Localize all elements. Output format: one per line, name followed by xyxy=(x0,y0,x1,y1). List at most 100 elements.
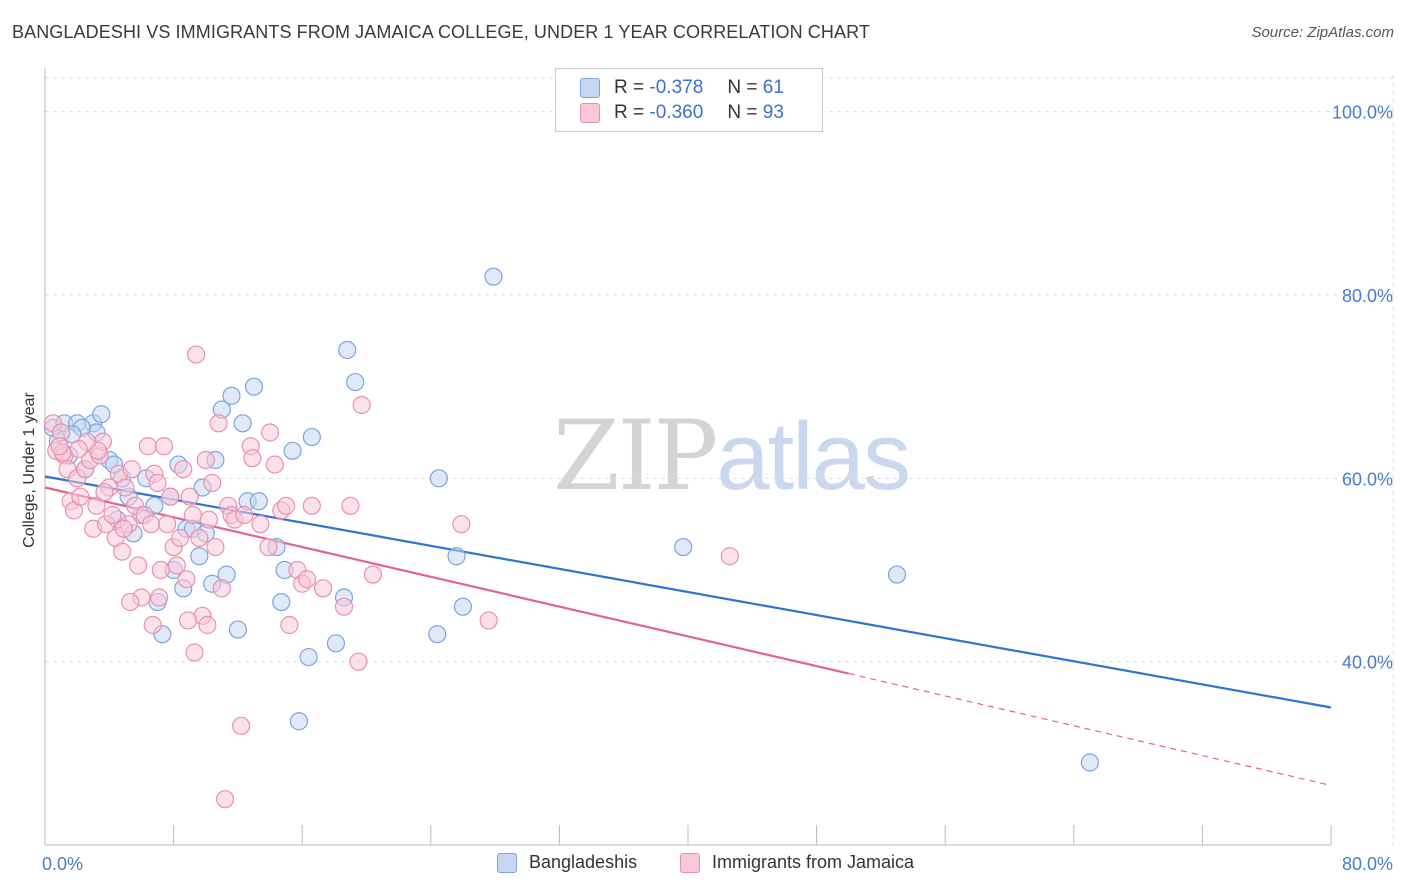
data-point xyxy=(121,592,140,612)
legend-n-label: N = xyxy=(727,77,758,98)
data-point xyxy=(299,647,318,667)
data-point xyxy=(177,570,196,589)
data-point xyxy=(249,492,268,511)
data-point xyxy=(69,439,88,459)
data-point xyxy=(151,560,170,580)
data-point xyxy=(95,482,114,502)
data-point xyxy=(215,790,235,809)
data-point xyxy=(148,473,167,493)
data-point xyxy=(103,505,122,525)
chart-title: BANGLADESHI VS IMMIGRANTS FROM JAMAICA C… xyxy=(12,22,870,42)
data-point xyxy=(198,615,217,635)
data-point xyxy=(453,597,473,616)
x-tick-label: 0.0% xyxy=(42,854,83,874)
data-point xyxy=(349,652,368,671)
watermark-zip: ZIP xyxy=(553,400,718,512)
y-tick-label: 80.0% xyxy=(1342,286,1393,306)
data-point xyxy=(180,487,199,506)
watermark-atlas: atlas xyxy=(716,403,911,510)
legend-n-label: N = xyxy=(727,102,758,123)
data-point xyxy=(122,460,141,479)
data-point xyxy=(277,496,296,515)
data-point xyxy=(363,565,383,584)
data-point xyxy=(212,579,231,598)
bottom-legend-swatch-blue xyxy=(497,852,517,873)
data-point xyxy=(235,505,254,525)
data-point xyxy=(428,625,447,644)
chart-source: Source: ZipAtlas.com xyxy=(1251,24,1394,41)
data-point xyxy=(334,597,354,616)
data-point xyxy=(114,519,133,538)
axis-layer xyxy=(44,68,1332,846)
x-tick-label: 80.0% xyxy=(1342,854,1393,874)
data-point xyxy=(71,487,90,506)
data-point xyxy=(341,496,360,515)
data-point xyxy=(206,537,225,557)
y-tick-label: 100.0% xyxy=(1332,103,1393,123)
data-point xyxy=(129,556,148,575)
data-point xyxy=(313,579,333,598)
bottom-legend-label-bangladeshis: Bangladeshis xyxy=(529,852,638,872)
data-point xyxy=(429,469,448,488)
bottom-legend-bangladeshis: Bangladeshis xyxy=(497,852,637,873)
data-point xyxy=(232,716,251,735)
data-point xyxy=(228,620,247,639)
data-point xyxy=(233,414,252,433)
data-point xyxy=(338,340,357,360)
data-point xyxy=(199,510,219,529)
data-point xyxy=(447,547,466,566)
legend-swatch-pink xyxy=(580,103,600,123)
data-point xyxy=(484,267,503,286)
y-tick-label: 60.0% xyxy=(1342,469,1393,489)
data-point xyxy=(154,437,174,456)
data-point xyxy=(1080,753,1099,772)
watermark: ZIPatlas xyxy=(553,400,911,512)
series-jamaica xyxy=(43,345,739,809)
data-point xyxy=(352,395,371,415)
data-point xyxy=(143,615,162,635)
data-point xyxy=(297,570,317,589)
data-point xyxy=(174,460,193,479)
legend-n-value: 61 xyxy=(762,77,784,98)
data-point xyxy=(178,611,198,630)
data-point xyxy=(674,537,693,557)
bottom-legend-jamaica: Immigrants from Jamaica xyxy=(680,852,914,873)
data-point xyxy=(302,496,321,515)
data-point xyxy=(259,537,278,557)
data-point xyxy=(326,634,346,653)
trend-line-jamaica-extension xyxy=(848,672,1332,787)
data-point xyxy=(116,478,135,497)
legend-r-label: R = xyxy=(614,77,645,98)
data-point xyxy=(167,556,186,575)
data-point xyxy=(251,515,270,534)
points-layer xyxy=(43,267,1099,809)
data-point xyxy=(209,414,228,433)
data-point xyxy=(260,423,280,442)
legend-r-value: -0.360 xyxy=(649,102,704,123)
data-point xyxy=(203,473,222,493)
data-point xyxy=(138,437,157,456)
legend-r-label: R = xyxy=(614,102,645,123)
data-point xyxy=(190,547,209,566)
legend-row-jamaica: R = -0.360 N = 93 xyxy=(580,101,784,125)
trend-line-jamaica xyxy=(44,486,849,675)
data-point xyxy=(170,528,190,548)
data-point xyxy=(150,588,169,607)
correlation-legend: R = -0.378 N = 61 R = -0.360 N = 93 xyxy=(555,68,823,132)
data-point xyxy=(283,441,302,460)
legend-swatch-blue xyxy=(580,78,600,98)
data-point xyxy=(280,615,299,635)
legend-n-value: 93 xyxy=(762,102,784,123)
data-point xyxy=(113,542,132,561)
data-point xyxy=(479,611,498,630)
legend-row-bangladeshis: R = -0.378 N = 61 xyxy=(580,76,784,100)
data-point xyxy=(346,372,365,392)
bottom-legend-swatch-pink xyxy=(680,852,700,873)
data-point xyxy=(720,547,739,566)
data-point xyxy=(50,437,69,456)
trend-line-bangladeshis xyxy=(44,475,1332,709)
data-point xyxy=(187,345,206,364)
data-point xyxy=(196,450,215,470)
legend-r-value: -0.378 xyxy=(649,77,704,98)
